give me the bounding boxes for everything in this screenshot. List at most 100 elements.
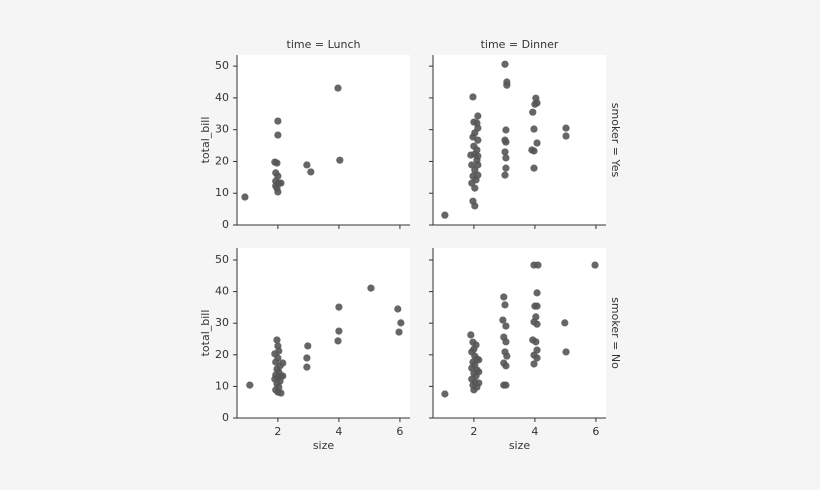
point — [304, 342, 312, 350]
y-axis-label: total_bill — [199, 310, 212, 357]
x-tick-label: 2 — [274, 425, 281, 438]
point — [470, 386, 478, 394]
point — [336, 156, 344, 164]
point — [474, 171, 482, 179]
point — [502, 126, 510, 134]
point — [469, 93, 477, 101]
point — [562, 132, 570, 140]
point — [503, 81, 511, 89]
point — [502, 362, 510, 370]
y-tick-label: 30 — [215, 123, 229, 136]
y-tick-label: 50 — [215, 59, 229, 72]
point — [474, 124, 482, 132]
y-tick-label: 0 — [222, 218, 229, 231]
point — [530, 360, 538, 368]
x-tick-label: 6 — [592, 425, 599, 438]
point — [277, 389, 285, 397]
point — [500, 293, 508, 301]
point — [303, 161, 311, 169]
point — [532, 338, 540, 346]
point — [561, 319, 569, 327]
row-title: smoker = Yes — [609, 103, 622, 178]
point — [501, 148, 509, 156]
point — [274, 117, 282, 125]
point — [273, 184, 281, 192]
point — [591, 261, 599, 269]
point — [394, 305, 402, 313]
y-tick-label: 50 — [215, 253, 229, 266]
point — [533, 320, 541, 328]
point — [273, 336, 281, 344]
point — [273, 159, 281, 167]
point — [303, 354, 311, 362]
point — [474, 136, 482, 144]
point — [533, 302, 541, 310]
point — [501, 60, 509, 68]
point — [530, 147, 538, 155]
point — [502, 138, 510, 146]
y-tick-label: 40 — [215, 91, 229, 104]
point — [475, 379, 483, 387]
y-tick-label: 20 — [215, 348, 229, 361]
point — [274, 131, 282, 139]
point — [367, 284, 375, 292]
x-tick-label: 4 — [335, 425, 342, 438]
x-tick-label: 6 — [396, 425, 403, 438]
point — [502, 338, 510, 346]
point — [501, 171, 509, 179]
y-axis-label: total_bill — [199, 117, 212, 164]
panel — [237, 248, 410, 418]
x-axis-label: size — [313, 439, 335, 452]
point — [530, 164, 538, 172]
y-tick-label: 10 — [215, 186, 229, 199]
panel — [433, 248, 606, 418]
row-title: smoker = No — [609, 297, 622, 369]
point — [533, 99, 541, 107]
point — [334, 337, 342, 345]
point — [502, 164, 510, 172]
panel-title: time = Dinner — [481, 38, 559, 51]
panel — [433, 55, 606, 225]
x-tick-label: 4 — [531, 425, 538, 438]
point — [335, 303, 343, 311]
y-tick-label: 40 — [215, 285, 229, 298]
panel-title: time = Lunch — [287, 38, 361, 51]
point — [279, 372, 287, 380]
point — [303, 363, 311, 371]
point — [530, 125, 538, 133]
point — [562, 348, 570, 356]
point — [502, 154, 510, 162]
point — [533, 289, 541, 297]
point — [241, 193, 249, 201]
point — [499, 316, 507, 324]
point — [397, 319, 405, 327]
point — [279, 359, 287, 367]
point — [562, 124, 570, 132]
panel — [237, 55, 410, 225]
point — [529, 108, 537, 116]
point — [307, 168, 315, 176]
point — [474, 161, 482, 169]
x-axis-label: size — [509, 439, 531, 452]
point — [502, 322, 510, 330]
point — [501, 301, 509, 309]
point — [475, 356, 483, 364]
y-tick-label: 20 — [215, 154, 229, 167]
point — [475, 368, 483, 376]
point — [467, 331, 475, 339]
point — [395, 328, 403, 336]
point — [533, 354, 541, 362]
point — [334, 84, 342, 92]
point — [471, 184, 479, 192]
point — [534, 261, 542, 269]
y-tick-label: 10 — [215, 379, 229, 392]
point — [441, 390, 449, 398]
y-tick-label: 0 — [222, 411, 229, 424]
point — [335, 327, 343, 335]
point — [474, 112, 482, 120]
point — [502, 381, 510, 389]
x-tick-label: 2 — [470, 425, 477, 438]
point — [474, 152, 482, 160]
point — [471, 202, 479, 210]
